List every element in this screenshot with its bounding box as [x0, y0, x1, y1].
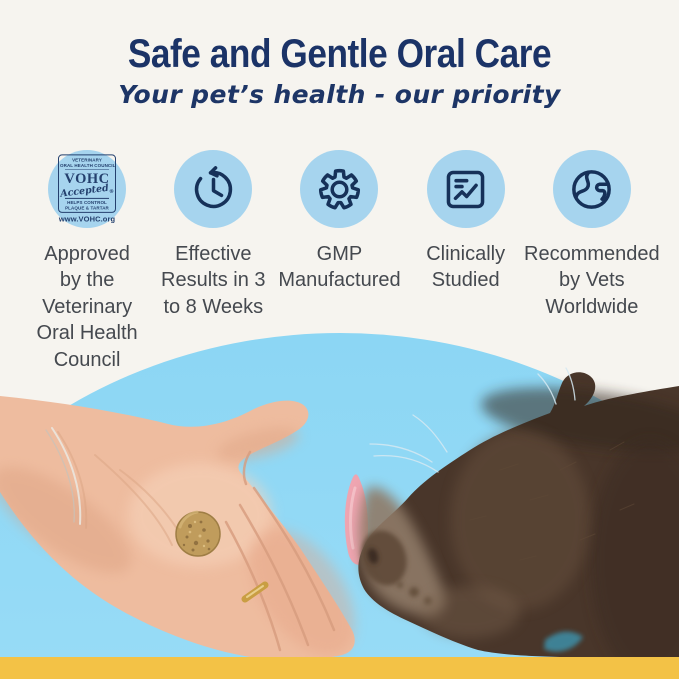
vohc-seal-icon: VETERINARY ORAL HEALTH COUNCIL VOHC Acce… — [48, 150, 127, 228]
seal-line4: PLAQUE & TARTAR — [65, 205, 110, 211]
badge-clinically-studied: Clinically Studied — [403, 150, 529, 373]
seal-line3: HELPS CONTROL — [67, 199, 107, 205]
seal-line2: ORAL HEALTH COUNCIL — [60, 162, 116, 168]
registered-mark: ® — [108, 188, 115, 195]
seal-acronym: VOHC — [64, 170, 110, 187]
badge-gmp: GMP Manufactured — [276, 150, 402, 373]
whiskers — [369, 367, 576, 473]
bracelet — [45, 427, 82, 525]
treat — [175, 510, 221, 557]
badge-label: GMP Manufactured — [278, 243, 401, 292]
chart-report-icon — [446, 170, 485, 208]
clock-refresh-icon — [194, 165, 232, 208]
badges-row: VETERINARY ORAL HEALTH COUNCIL VOHC Acce… — [24, 150, 660, 373]
header: Safe and Gentle Oral Care Your pet’s hea… — [0, 0, 679, 109]
badge-label: Approved by the Veterinary Oral Health C… — [36, 243, 138, 371]
seal-url: www.VOHC.org — [58, 215, 116, 224]
seal-divider — [65, 198, 110, 199]
page-title: Safe and Gentle Oral Care — [127, 32, 552, 76]
footer-accent-bar — [0, 657, 679, 679]
dog-collar — [544, 631, 583, 652]
badge-vets-worldwide: Recommended by Vets Worldwide — [524, 150, 660, 373]
badge-label: Effective Results in 3 to 8 Weeks — [161, 243, 266, 318]
vohc-seal: VETERINARY ORAL HEALTH COUNCIL VOHC Acce… — [58, 154, 117, 224]
seal-line1: VETERINARY — [72, 157, 103, 163]
page-subtitle: Your pet’s health - our priority — [118, 80, 561, 109]
globe-icon — [572, 169, 612, 209]
badge-label: Clinically Studied — [426, 243, 506, 292]
badge-label: Recommended by Vets Worldwide — [524, 243, 660, 318]
dog-nostril — [367, 548, 379, 564]
gear-icon — [318, 168, 361, 210]
ring — [241, 581, 269, 603]
dog-illustration — [344, 367, 679, 679]
badge-vohc-approved: VETERINARY ORAL HEALTH COUNCIL VOHC Acce… — [24, 150, 150, 373]
seal-divider — [65, 169, 110, 170]
badge-effective-results: Effective Results in 3 to 8 Weeks — [150, 150, 276, 373]
